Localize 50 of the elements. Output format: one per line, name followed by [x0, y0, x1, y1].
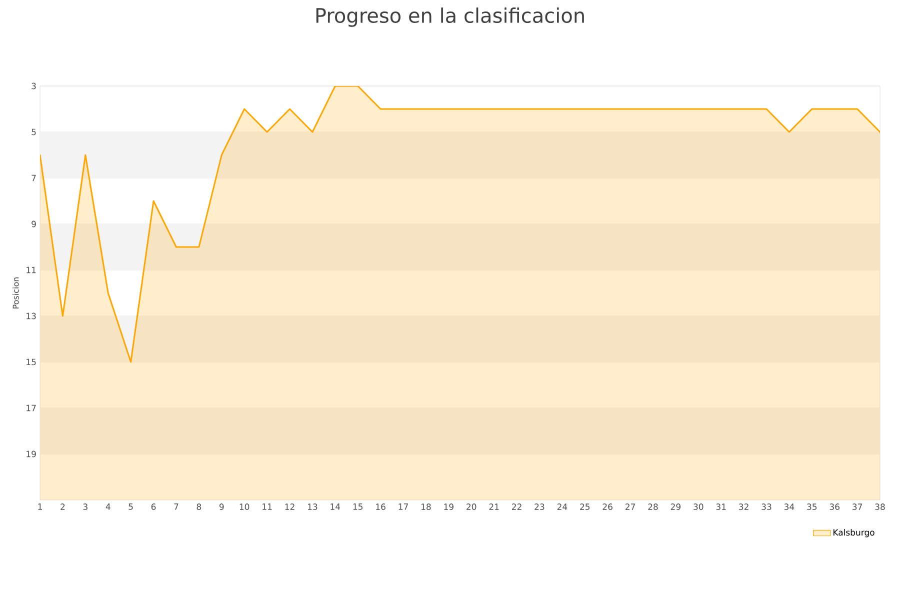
x-tick-label: 16: [376, 504, 386, 510]
y-tick-label: 13: [26, 312, 36, 320]
y-axis-title: Posicion: [12, 277, 19, 308]
x-tick-label: 18: [421, 504, 431, 510]
legend-label: Kalsburgo: [834, 529, 874, 538]
x-tick-label: 26: [602, 504, 612, 510]
x-tick-label: 1: [38, 504, 42, 510]
x-tick-label: 29: [670, 504, 681, 510]
x-tick-label: 13: [308, 504, 318, 510]
y-tick-label: 5: [32, 128, 36, 136]
x-tick-label: 8: [196, 504, 202, 510]
x-tick-label: 7: [174, 504, 178, 510]
x-tick-label: 33: [762, 504, 772, 510]
chart-title: Progreso en la clasificacion: [316, 8, 584, 27]
x-tick-label: 34: [784, 504, 794, 510]
x-tick-label: 11: [262, 504, 272, 510]
x-tick-label: 28: [648, 504, 658, 510]
x-tick-label: 9: [219, 504, 224, 510]
x-tick-label: 35: [807, 504, 817, 510]
x-tick-label: 19: [444, 504, 454, 510]
x-tick-label: 36: [830, 504, 840, 510]
x-tick-label: 37: [852, 504, 862, 510]
y-tick-label: 15: [26, 358, 36, 366]
x-tick-label: 25: [580, 504, 590, 510]
x-tick-label: 38: [875, 504, 885, 510]
y-tick-label: 17: [26, 404, 36, 412]
x-tick-label: 31: [716, 504, 726, 510]
x-tick-label: 24: [557, 504, 568, 510]
y-tick-label: 11: [26, 266, 36, 274]
x-tick-label: 15: [353, 504, 363, 510]
x-tick-label: 32: [739, 504, 748, 510]
x-tick-label: 20: [466, 504, 476, 510]
x-tick-label: 3: [83, 504, 88, 510]
y-tick-label: 7: [32, 174, 36, 182]
x-tick-label: 27: [626, 504, 635, 510]
x-tick-label: 10: [240, 504, 250, 510]
x-tick-label: 14: [330, 504, 340, 510]
x-tick-label: 22: [512, 504, 522, 510]
x-tick-label: 12: [285, 504, 294, 510]
x-tick-label: 4: [106, 504, 110, 510]
y-tick-label: 9: [32, 220, 36, 228]
y-tick-label: 19: [26, 450, 36, 458]
x-tick-label: 23: [534, 504, 544, 510]
x-tick-label: 5: [128, 504, 133, 510]
x-tick-label: 17: [398, 504, 408, 510]
x-tick-label: 30: [694, 504, 704, 510]
x-tick-label: 21: [489, 504, 499, 510]
y-tick-label: 3: [32, 82, 36, 90]
x-tick-label: 2: [60, 504, 65, 510]
x-tick-label: 6: [151, 504, 156, 510]
